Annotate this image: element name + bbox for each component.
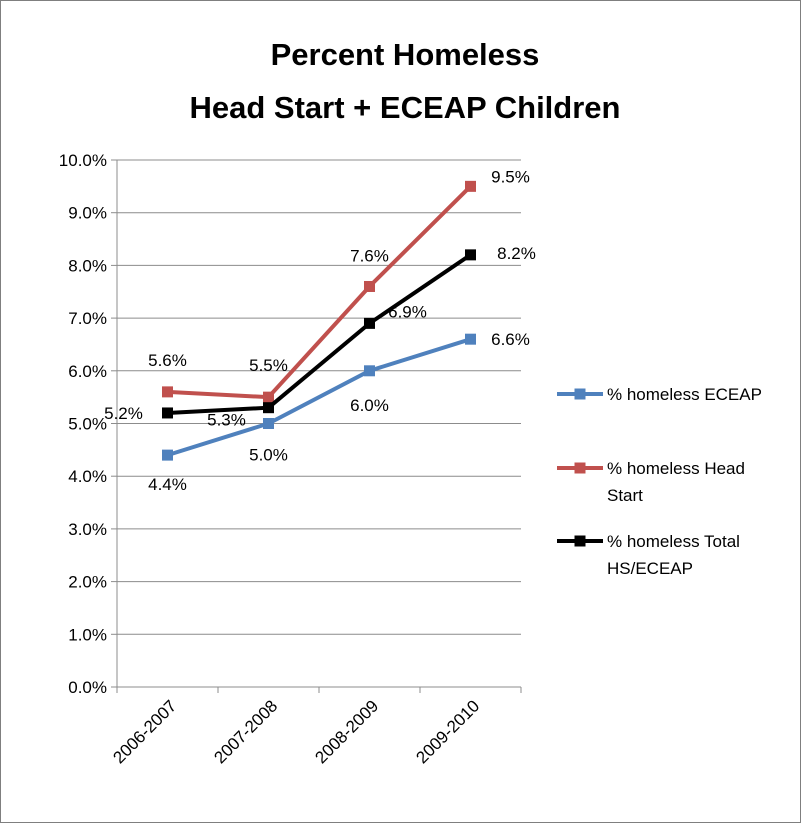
data-label: 5.5% bbox=[249, 356, 288, 375]
series-line bbox=[167, 184, 472, 400]
y-tick-label: 2.0% bbox=[68, 573, 107, 592]
legend-entry-text: % homeless Head bbox=[607, 459, 745, 478]
data-labels: 4.4% 5.0% 6.0% 6.6% 5.6% 5.5% 7.6% 9.5% 5.2% 5.3%… bbox=[104, 167, 536, 494]
data-label: 6.6% bbox=[491, 330, 530, 349]
legend-swatch-marker bbox=[574, 388, 586, 400]
series-line bbox=[167, 253, 472, 415]
chart-title-line-1: Percent Homeless bbox=[271, 37, 540, 72]
y-tick-label: 3.0% bbox=[68, 520, 107, 539]
data-label: 5.0% bbox=[249, 446, 288, 465]
data-point-marker bbox=[263, 418, 274, 429]
y-tick-label: 9.0% bbox=[68, 204, 107, 223]
data-point-marker bbox=[364, 317, 375, 329]
x-axis-tick-labels: 2006-2007 2007-2008 2008-2009 2009-2010 bbox=[109, 696, 483, 767]
legend-entry-text: % homeless Total bbox=[607, 532, 740, 551]
data-point-marker bbox=[162, 407, 173, 419]
data-point-marker bbox=[465, 333, 476, 345]
y-tick-label: 8.0% bbox=[68, 256, 107, 275]
y-tick-label: 7.0% bbox=[68, 309, 107, 328]
legend-entry-text: Start bbox=[607, 486, 643, 505]
data-point-marker bbox=[263, 402, 274, 414]
chart-title-line-2: Head Start + ECEAP Children bbox=[190, 90, 621, 125]
data-point-marker bbox=[364, 365, 375, 377]
y-tick-label: 0.0% bbox=[68, 678, 107, 697]
x-tick-label: 2008-2009 bbox=[311, 696, 382, 767]
data-label: 5.6% bbox=[148, 351, 187, 370]
data-label: 7.6% bbox=[350, 246, 389, 265]
series-line bbox=[166, 337, 472, 458]
x-tick-label: 2009-2010 bbox=[412, 696, 483, 767]
data-label: 6.9% bbox=[388, 302, 427, 321]
legend: % homeless ECEAP % homeless Head Start % ho… bbox=[557, 385, 762, 578]
series-lines bbox=[162, 180, 476, 461]
data-label: 4.4% bbox=[148, 475, 187, 494]
data-label: 8.2% bbox=[497, 244, 536, 263]
data-label: 6.0% bbox=[350, 396, 389, 415]
data-point-marker bbox=[465, 180, 476, 192]
x-tick-label: 2007-2008 bbox=[210, 696, 281, 767]
axes bbox=[116, 160, 522, 693]
y-tick-label: 6.0% bbox=[68, 362, 107, 381]
x-tick-label: 2006-2007 bbox=[109, 696, 180, 767]
data-point-marker bbox=[364, 280, 375, 292]
y-tick-label: 10.0% bbox=[59, 151, 107, 170]
legend-entry-text: HS/ECEAP bbox=[607, 559, 693, 578]
data-point-marker bbox=[162, 449, 173, 461]
y-tick-label: 1.0% bbox=[68, 625, 107, 644]
legend-entry-text: % homeless ECEAP bbox=[607, 385, 762, 404]
y-axis-tick-labels: 0.0% 1.0% 2.0% 3.0% 4.0% 5.0% 6.0% 7.0% 8.0% 9.0%… bbox=[59, 151, 107, 697]
data-point-marker bbox=[263, 391, 274, 403]
data-point-marker bbox=[162, 386, 173, 398]
y-tick-label: 5.0% bbox=[68, 415, 107, 434]
data-label: 9.5% bbox=[491, 167, 530, 186]
data-point-marker bbox=[465, 249, 476, 261]
y-tick-label: 4.0% bbox=[68, 467, 107, 486]
legend-swatch-marker bbox=[574, 462, 586, 474]
gridlines bbox=[111, 159, 521, 688]
data-label: 5.2% bbox=[104, 404, 143, 423]
data-label: 5.3% bbox=[207, 411, 246, 430]
legend-swatch-marker bbox=[574, 535, 586, 547]
